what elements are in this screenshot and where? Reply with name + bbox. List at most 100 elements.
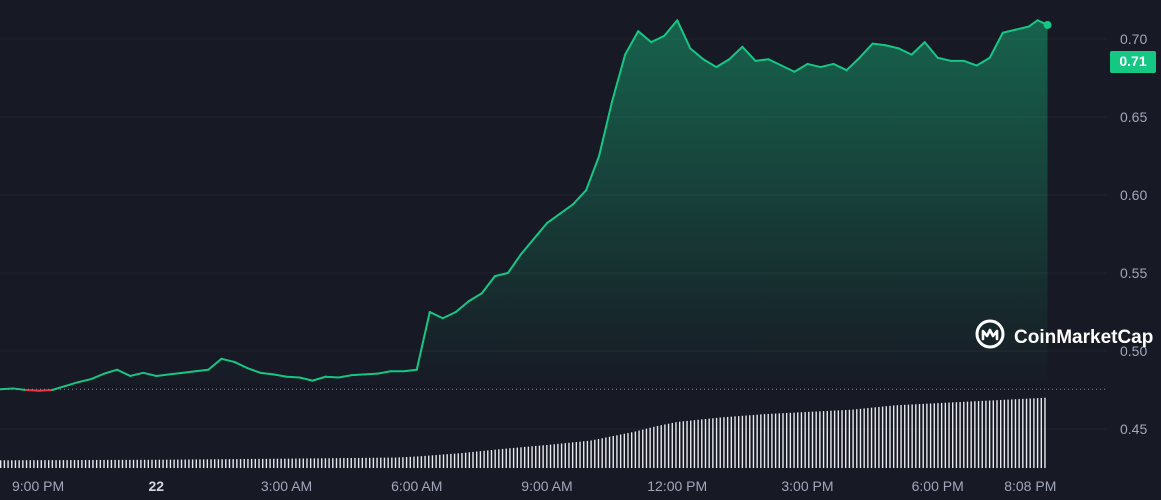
volume-bar	[158, 459, 161, 468]
volume-bar	[512, 447, 515, 468]
x-tick-label: 9:00 PM	[12, 478, 64, 494]
volume-bar	[92, 459, 94, 468]
volume-bar	[18, 460, 20, 468]
volume-bar	[372, 457, 375, 468]
volume-bar	[125, 459, 127, 468]
volume-bar	[579, 441, 581, 468]
price-segment	[650, 34, 666, 44]
volume-bar	[103, 459, 105, 468]
volume-bar	[387, 457, 389, 468]
volume-bar	[642, 429, 644, 468]
volume-bar	[955, 402, 958, 468]
x-tick-label: 6:00 AM	[391, 478, 442, 494]
price-segment	[545, 212, 562, 225]
y-tick-label: 0.60	[1120, 187, 1147, 203]
volume-bar	[287, 458, 290, 468]
volume-bar	[328, 458, 330, 468]
volume-bar	[800, 412, 803, 468]
volume-bar	[911, 404, 913, 468]
volume-bar	[66, 460, 68, 468]
price-segment	[233, 360, 249, 370]
volume-bar	[295, 458, 297, 468]
price-segment	[1027, 19, 1039, 28]
volume-bar	[25, 460, 28, 468]
volume-bar	[398, 457, 400, 468]
volume-bar	[804, 412, 806, 468]
volume-bar	[121, 459, 124, 468]
volume-bar	[785, 412, 788, 468]
volume-bar	[963, 401, 965, 468]
volume-bar	[693, 420, 696, 468]
price-segment	[428, 311, 444, 320]
price-segment	[246, 367, 262, 374]
volume-bar	[350, 458, 352, 468]
volume-bar	[162, 459, 164, 468]
volume-bar	[874, 407, 876, 468]
volume-bar	[236, 459, 238, 468]
volume-bar	[933, 403, 935, 468]
volume-bar	[416, 456, 419, 468]
price-segment	[767, 58, 783, 67]
volume-bar	[84, 460, 87, 468]
price-segment	[689, 47, 705, 61]
volume-bar	[878, 406, 880, 468]
volume-bar	[143, 459, 146, 468]
volume-bar	[265, 458, 268, 468]
volume-bar	[527, 446, 530, 468]
price-segment	[311, 375, 327, 382]
volume-bar	[708, 418, 710, 468]
volume-bar	[863, 408, 865, 468]
price-segment	[793, 62, 809, 73]
volume-bar	[457, 453, 459, 468]
volume-bar	[494, 449, 496, 468]
price-segment	[676, 19, 692, 50]
volume-bar	[656, 425, 659, 468]
volume-bar	[999, 399, 1002, 468]
volume-bar	[302, 458, 304, 468]
volume-bar	[1003, 399, 1006, 468]
watermark: CoinMarketCap	[975, 319, 1153, 349]
price-segment	[936, 56, 952, 62]
volume-bar	[830, 410, 832, 468]
volume-bar	[697, 419, 699, 468]
price-segment	[975, 56, 991, 67]
volume-bar	[276, 458, 279, 468]
price-segment	[77, 378, 93, 384]
volume-bar	[726, 416, 729, 468]
volume-bar	[926, 403, 928, 468]
price-segment	[402, 368, 418, 373]
volume-bar	[675, 422, 677, 468]
price-segment	[129, 371, 145, 377]
volume-bar	[892, 405, 895, 468]
volume-bar	[247, 458, 249, 468]
volume-bar	[339, 458, 341, 468]
volume-bar	[590, 440, 592, 468]
price-segment	[142, 371, 158, 377]
price-segment	[532, 222, 548, 240]
volume-bar	[33, 460, 35, 468]
price-segment	[467, 292, 483, 303]
volume-bar	[575, 441, 578, 468]
price-segment	[923, 41, 939, 59]
x-axis: 9:00 PM 22 3:00 AM 6:00 AM 9:00 AM 12:00 PM 3:…	[12, 478, 1056, 494]
volume-bar	[394, 457, 397, 468]
volume-bar	[487, 450, 489, 468]
volume-bar	[461, 453, 463, 468]
price-segment	[519, 237, 535, 256]
volume-bar	[243, 459, 245, 468]
volume-bar	[645, 428, 648, 468]
volume-bar	[815, 411, 817, 468]
volume-bar	[317, 458, 319, 468]
volume-bar	[833, 410, 836, 468]
volume-bar	[730, 416, 733, 468]
volume-bar	[99, 459, 102, 468]
volume-bar	[616, 435, 618, 468]
volume-bar	[239, 459, 242, 468]
x-tick-label: 22	[148, 478, 164, 494]
volume-bar	[225, 459, 227, 468]
volume-bar	[154, 459, 157, 468]
volume-bar	[601, 438, 603, 468]
volume-bar	[118, 459, 120, 468]
volume-bar	[678, 421, 681, 468]
